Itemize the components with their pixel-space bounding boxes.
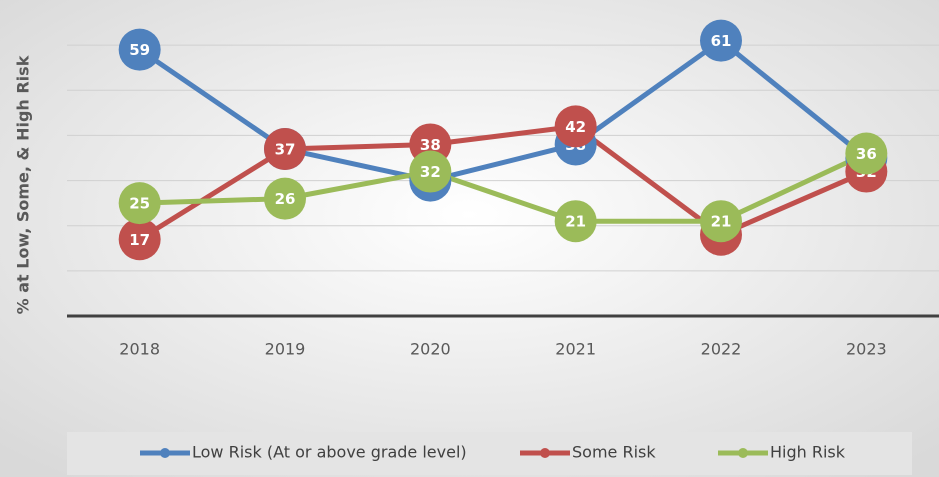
legend-label: Some Risk [572,443,656,462]
legend-marker [160,448,170,458]
data-label: 61 [711,32,732,50]
point [700,200,742,243]
data-label: 26 [275,190,296,208]
x-tick-label: 2023 [846,340,887,359]
lines: 593730386135173738421832252632212136 [118,19,888,261]
point [118,182,161,225]
x-tick-label: 2022 [701,340,742,359]
point [264,127,306,170]
data-label: 32 [420,163,441,181]
point [118,28,161,71]
series-line [139,151,868,224]
y-axis-title: % at Low, Some, & High Risk [14,55,33,314]
grid: 2018 2019 2020 2021 2022 2023 [67,44,939,359]
point [845,132,888,175]
data-label: 38 [420,136,441,154]
point [554,105,597,148]
data-label: 25 [129,195,150,213]
x-tick-label: 2021 [555,340,596,359]
data-label: 37 [275,140,296,158]
legend-marker [540,448,550,458]
legend-marker [738,448,748,458]
x-tick-label: 2019 [265,340,306,359]
data-label: 36 [856,145,877,163]
series-line [138,38,868,184]
x-tick-label: 2018 [119,340,160,359]
legend-label: Low Risk (At or above grade level) [192,443,467,462]
data-label: 59 [129,41,150,59]
data-label: 17 [129,231,150,249]
legend-label: High Risk [770,443,846,462]
series-line [138,123,868,242]
point [409,150,452,193]
data-label: 42 [565,118,586,136]
data-label: 21 [565,213,586,231]
legend: Low Risk (At or above grade level) Some R… [140,443,846,462]
data-label: 21 [711,213,732,231]
legend-box [67,432,912,475]
point [700,19,742,62]
x-tick-label: 2020 [410,340,451,359]
point [118,218,161,261]
point [554,200,597,243]
point [264,177,306,220]
